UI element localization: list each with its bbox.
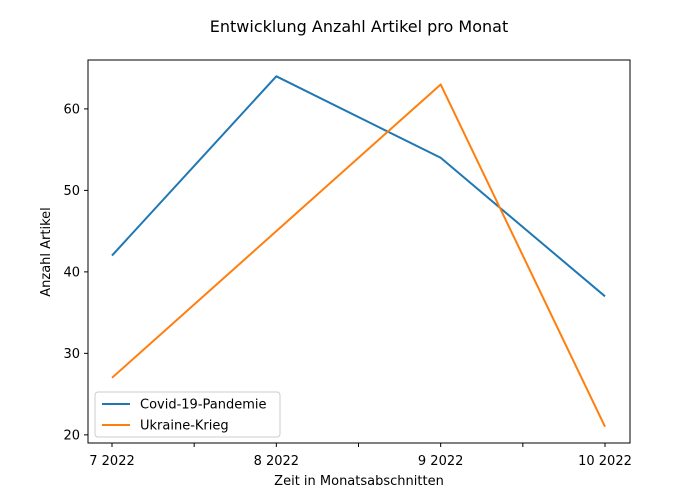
- y-tick-label: 30: [63, 347, 80, 362]
- y-tick-label: 40: [63, 265, 80, 280]
- legend-items: Covid-19-Pandemie Ukraine-Krieg: [102, 398, 267, 434]
- y-axis-label: Anzahl Artikel: [39, 207, 54, 297]
- y-tick-label: 50: [63, 184, 80, 199]
- chart-title: Entwicklung Anzahl Artikel pro Monat: [210, 17, 508, 36]
- x-tick-label: 7 2022: [89, 454, 135, 469]
- x-axis-ticks: 7 2022 8 2022 9 2022 10 2022: [89, 443, 632, 469]
- x-tick-label: 10 2022: [578, 454, 632, 469]
- legend-box: [94, 391, 281, 438]
- legend-entry-label: Ukraine-Krieg: [140, 419, 229, 434]
- series-line-2: [111, 83, 606, 428]
- legend-entry-label: Covid-19-Pandemie: [140, 398, 267, 413]
- x-axis-label: Zeit in Monatsabschnitten: [274, 474, 444, 489]
- y-tick-label: 20: [63, 428, 80, 443]
- x-tick-label: 8 2022: [254, 454, 300, 469]
- series-layer: [111, 75, 606, 428]
- y-axis-ticks: 20 30 40 50 60: [63, 102, 88, 443]
- legend: Covid-19-Pandemie Ukraine-Krieg: [94, 391, 281, 438]
- y-tick-label: 60: [63, 102, 80, 117]
- x-tick-label: 9 2022: [418, 454, 464, 469]
- series-line-1: [111, 75, 606, 298]
